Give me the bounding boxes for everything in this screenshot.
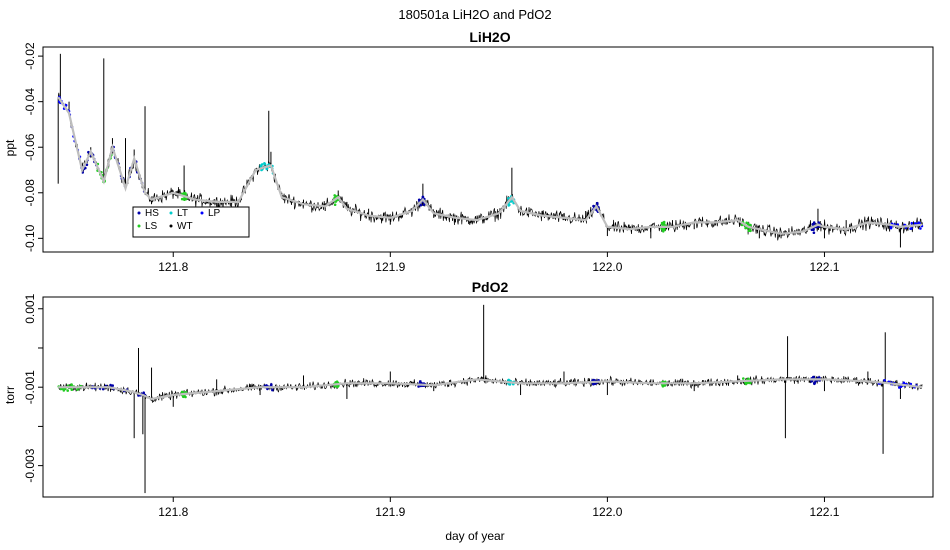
state-marker: [593, 382, 597, 386]
x-tick-label: 122.1: [809, 260, 839, 274]
smoothed-line: [57, 96, 923, 235]
state-marker: [749, 229, 752, 233]
state-marker: [417, 385, 420, 388]
state-marker: [84, 166, 87, 170]
y-tick-label: -0.003: [23, 448, 37, 482]
state-marker: [919, 227, 922, 230]
state-marker: [85, 163, 89, 167]
state-marker: [661, 223, 665, 226]
legend-entry-label: LT: [177, 208, 188, 219]
lih2o-legend: HS LT LP LS WT: [132, 206, 250, 238]
y-tick-label: -0.001: [23, 370, 37, 404]
legend-entry-label: LS: [145, 221, 158, 232]
pdo2-ylabel: torr: [3, 386, 17, 404]
lih2o-smoothed-series: [57, 96, 923, 235]
state-marker: [87, 150, 90, 154]
state-marker: [749, 223, 752, 227]
legend-box: [132, 206, 250, 238]
pdo2-x-axis: 121.8 121.9 122.0 122.1: [158, 497, 840, 519]
state-marker: [270, 383, 273, 386]
state-marker: [180, 197, 184, 201]
state-marker: [418, 380, 422, 383]
state-marker: [59, 387, 63, 391]
state-marker: [592, 378, 596, 382]
pdo2-panel: PdO2 torr 121.8 121.9 122.0 122.1 0.001 -0.0…: [3, 279, 934, 519]
y-tick-label: -0.02: [23, 42, 37, 70]
state-marker: [909, 382, 913, 386]
state-marker: [70, 388, 74, 392]
state-marker: [811, 222, 815, 226]
state-marker: [421, 195, 425, 199]
state-marker: [883, 379, 886, 382]
state-marker: [810, 380, 813, 383]
x-tick-label: 122.0: [592, 260, 622, 274]
x-tick-label: 121.9: [375, 260, 405, 274]
figure-title: 180501a LiH2O and PdO2: [398, 7, 551, 22]
state-marker: [742, 377, 745, 380]
pdo2-raw-series: [57, 304, 923, 494]
legend-swatch: [169, 224, 173, 228]
legend-entry-label: LP: [208, 208, 221, 219]
legend-swatch: [169, 211, 173, 215]
y-tick-label: -0.10: [23, 224, 37, 252]
pdo2-title: PdO2: [472, 279, 509, 295]
state-marker: [662, 220, 666, 224]
state-marker: [109, 383, 112, 387]
x-tick-label: 121.8: [158, 260, 188, 274]
x-tick-label: 121.8: [158, 505, 188, 519]
smoothed-line: [58, 378, 923, 401]
state-marker: [336, 384, 340, 388]
x-tick-label: 121.9: [375, 505, 405, 519]
y-tick-label: -0.06: [23, 133, 37, 161]
state-marker: [271, 388, 274, 392]
state-marker: [898, 386, 901, 389]
state-marker: [508, 203, 511, 207]
pdo2-y-axis: 0.001 -0.001 -0.003: [23, 293, 43, 483]
x-tick-label: 122.1: [809, 505, 839, 519]
y-tick-label: 0.001: [23, 293, 37, 323]
legend-entry-label: HS: [145, 208, 159, 219]
state-marker: [813, 382, 816, 386]
state-marker: [817, 221, 820, 224]
state-marker: [64, 103, 68, 107]
y-tick-label: -0.08: [23, 179, 37, 207]
legend-swatch: [137, 224, 141, 228]
legend-entry-label: WT: [177, 221, 193, 232]
lih2o-plot-frame: [42, 46, 934, 253]
state-marker: [111, 384, 114, 387]
state-marker: [101, 387, 105, 391]
state-marker: [70, 383, 73, 386]
state-marker: [749, 381, 752, 385]
lih2o-x-axis: 121.8 121.9 122.0 122.1: [158, 252, 840, 274]
lih2o-title: LiH2O: [469, 29, 510, 45]
state-marker: [263, 162, 266, 165]
state-marker: [596, 201, 599, 205]
state-marker: [910, 221, 914, 225]
state-marker: [265, 167, 269, 171]
state-marker: [909, 227, 912, 230]
state-marker: [507, 197, 510, 200]
state-marker: [333, 203, 337, 206]
state-marker: [76, 388, 79, 391]
lih2o-panel: LiH2O ppt 121.8 121.9 122.0 122.1 -0.02-0.0…: [3, 29, 934, 274]
state-marker: [812, 227, 815, 231]
state-marker: [812, 375, 815, 379]
x-axis-label: day of year: [445, 529, 504, 543]
state-marker: [510, 200, 513, 203]
lih2o-ylabel: ppt: [3, 139, 17, 156]
state-marker: [744, 226, 747, 230]
y-tick-label: -0.04: [23, 88, 37, 116]
state-marker: [592, 204, 595, 208]
pdo2-plot-frame: [42, 296, 934, 498]
legend-swatch: [200, 211, 204, 215]
x-tick-label: 122.0: [592, 505, 622, 519]
state-marker: [417, 198, 421, 202]
state-marker: [180, 390, 184, 394]
state-marker: [66, 389, 69, 392]
legend-swatch: [137, 211, 141, 215]
state-marker: [812, 231, 816, 234]
pdo2-smoothed-series: [58, 378, 923, 401]
lih2o-y-axis: -0.02 -0.04 -0.06 -0.08 -0.10: [23, 42, 43, 252]
